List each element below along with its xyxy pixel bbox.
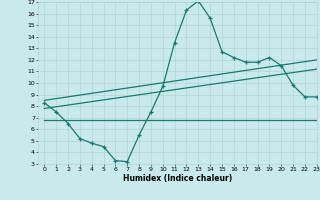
X-axis label: Humidex (Indice chaleur): Humidex (Indice chaleur) bbox=[123, 174, 232, 183]
